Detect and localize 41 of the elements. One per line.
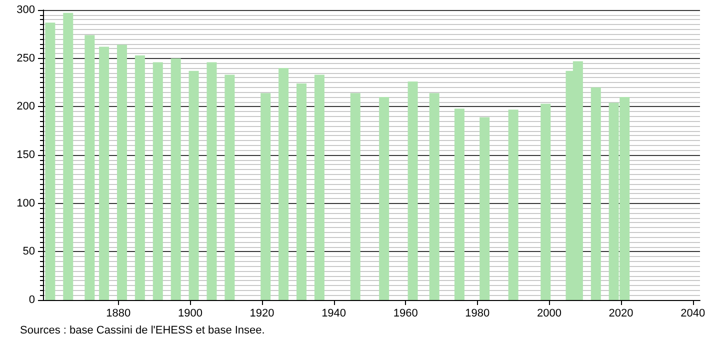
bar	[508, 110, 518, 300]
y-tick-label: 50	[22, 246, 35, 258]
bar	[188, 70, 199, 300]
bar	[590, 87, 601, 300]
bar	[429, 93, 440, 300]
x-tick-label: 2020	[608, 308, 634, 320]
bar	[170, 58, 181, 300]
bar	[116, 44, 127, 300]
x-tick-label: 1900	[178, 308, 202, 320]
y-tick-label: 200	[16, 100, 35, 113]
x-tick-label: 1940	[322, 308, 346, 320]
x-tick-label: 1960	[393, 308, 418, 320]
bar	[540, 104, 551, 300]
x-tick-label: 1980	[465, 308, 490, 320]
y-tick-label: 300	[16, 4, 35, 16]
bar	[63, 12, 74, 300]
bar	[260, 93, 271, 300]
x-tick-label: 1880	[106, 308, 131, 320]
source-note: Sources : base Cassini de l'EHESS et base Insee.	[20, 324, 265, 336]
y-tick-label: 150	[16, 149, 35, 161]
bar	[408, 82, 418, 300]
bar	[45, 22, 56, 300]
bar	[278, 68, 289, 300]
bar	[379, 97, 390, 300]
bar	[224, 74, 235, 300]
bar	[99, 46, 110, 300]
y-tick-label: 100	[16, 197, 35, 210]
y-tick-label: 250	[16, 52, 35, 64]
x-tick-label: 2040	[680, 308, 706, 320]
y-tick-label: 0	[28, 294, 35, 306]
bar	[134, 55, 145, 300]
bar	[296, 83, 306, 300]
bar	[350, 93, 360, 300]
bar	[480, 117, 490, 300]
bar	[152, 62, 163, 300]
x-tick-label: 1920	[250, 308, 274, 320]
bar	[314, 74, 324, 300]
bar	[84, 35, 95, 300]
x-tick-label: 2000	[536, 308, 562, 320]
bar	[454, 108, 464, 300]
bar	[206, 62, 217, 300]
